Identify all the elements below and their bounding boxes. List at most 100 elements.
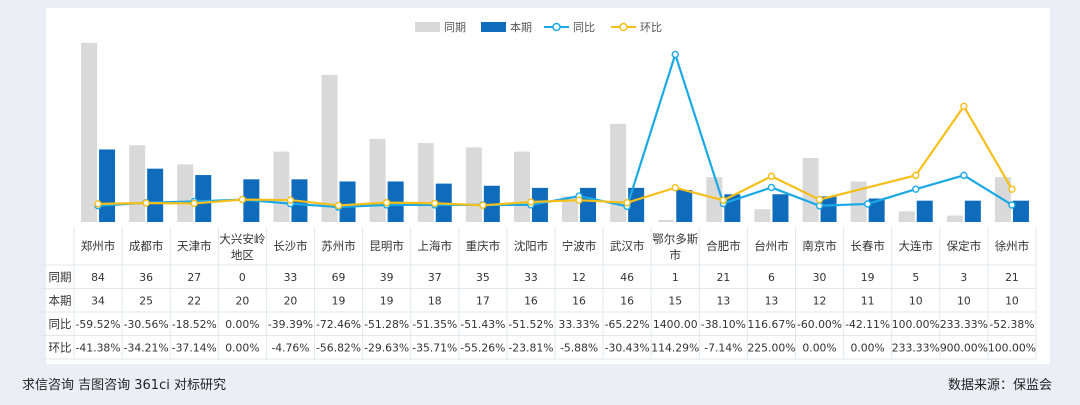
- bar-prior: [465, 147, 482, 222]
- bar-prior: [81, 42, 98, 222]
- bar-prior: [610, 123, 627, 222]
- table-cell: 33: [524, 271, 538, 284]
- table-cell: 17: [476, 294, 490, 307]
- table-cell: 0.00%: [225, 341, 259, 354]
- mom-point: [431, 199, 439, 207]
- table-cell: -5.88%: [560, 341, 598, 354]
- bar-current: [916, 200, 933, 222]
- mom-point: [960, 102, 968, 110]
- bar-current: [147, 168, 164, 222]
- table-cell: -34.21%: [124, 341, 169, 354]
- category-label: 宁波市: [562, 239, 597, 253]
- category-label: 保定市: [947, 239, 982, 253]
- table-cell: 21: [1005, 271, 1019, 284]
- mom-point: [334, 201, 343, 210]
- category-label: 武汉市: [610, 239, 645, 253]
- table-cell: 46: [620, 271, 634, 284]
- bar-current: [868, 198, 885, 222]
- table-cell: 30: [813, 271, 827, 284]
- bar-prior: [946, 215, 963, 222]
- bar-prior: [417, 143, 434, 222]
- yoy-point: [1008, 201, 1016, 209]
- mom-point: [286, 196, 295, 204]
- table-cell: 10: [1005, 294, 1019, 307]
- table-cell: -59.52%: [76, 318, 121, 331]
- table-cell: 233.33%: [892, 341, 940, 354]
- bar-current: [580, 187, 597, 222]
- category-label: 地区: [231, 248, 254, 262]
- table-cell: 36: [139, 271, 153, 284]
- table-cell: 11: [861, 294, 875, 307]
- yoy-line: [97, 50, 1013, 209]
- category-label: 上海市: [418, 239, 453, 253]
- category-label: 苏州市: [321, 239, 356, 253]
- mom-point: [527, 198, 535, 206]
- legend-label: 同比: [573, 21, 595, 34]
- table-cell: -35.71%: [412, 341, 457, 354]
- yoy-point: [960, 171, 968, 180]
- bar-prior: [273, 151, 290, 222]
- category-label: 郑州市: [81, 239, 116, 253]
- table-cell: -51.52%: [508, 318, 553, 331]
- footer-credits: 求信咨询 吉图咨询 361ci 对标研究: [22, 378, 226, 393]
- mom-point: [912, 171, 920, 180]
- table-cell: -51.35%: [412, 318, 457, 331]
- category-label: 徐州市: [995, 239, 1030, 253]
- bar-prior: [562, 196, 579, 222]
- table-cell: 0.00%: [225, 318, 259, 331]
- bar-prior: [177, 164, 194, 222]
- table-cell: 25: [139, 294, 153, 307]
- category-label: 大兴安岭: [219, 232, 265, 246]
- table-cell: 35: [476, 271, 490, 284]
- table-row-label: 环比: [49, 340, 72, 354]
- table-cell: 233.33%: [940, 318, 988, 331]
- table-cell: 34: [91, 294, 105, 307]
- table-cell: 1: [672, 271, 679, 284]
- table-cell: -55.26%: [460, 341, 505, 354]
- bar-current: [964, 200, 981, 222]
- category-label: 沈阳市: [514, 239, 549, 253]
- legend-label: 本期: [510, 20, 532, 34]
- bar-current: [628, 187, 645, 222]
- table-cell: -39.39%: [268, 318, 313, 331]
- table-row-label: 同比: [49, 317, 72, 331]
- table-cell: -18.52%: [172, 318, 217, 331]
- yoy-point: [815, 202, 824, 210]
- table-cell: 0.00%: [850, 341, 884, 354]
- category-label: 长春市: [850, 239, 885, 253]
- table-cell: -29.63%: [364, 341, 409, 354]
- table-cell: -51.43%: [460, 318, 505, 331]
- table-cell: 12: [813, 294, 827, 307]
- bar-current: [531, 187, 548, 222]
- table-cell: 10: [957, 294, 971, 307]
- table-cell: 69: [332, 271, 346, 284]
- table-cell: -72.46%: [316, 318, 361, 331]
- table-cell: 33.33%: [558, 318, 599, 331]
- table-cell: 16: [620, 294, 634, 307]
- category-label: 昆明市: [369, 239, 404, 253]
- mom-point: [575, 196, 583, 204]
- table-cell: 27: [187, 271, 201, 284]
- table-cell: 12: [572, 271, 586, 284]
- mom-point: [623, 199, 631, 207]
- legend-marker: [552, 22, 561, 32]
- category-label: 大连市: [899, 239, 934, 253]
- bar-prior: [513, 151, 530, 222]
- table-cell: 13: [765, 294, 779, 307]
- table-cell: 84: [91, 271, 105, 284]
- table-cell: 20: [284, 294, 298, 307]
- table-cell: -42.11%: [845, 318, 890, 331]
- yoy-point: [912, 185, 920, 193]
- category-label: 鄂尔多斯: [652, 232, 698, 246]
- mom-point: [815, 195, 824, 204]
- legend-marker: [619, 22, 628, 32]
- bar-prior: [658, 219, 675, 222]
- table-cell: 19: [861, 271, 875, 284]
- table-cell: 33: [284, 271, 298, 284]
- mom-point: [479, 201, 487, 209]
- table-cell: -4.76%: [271, 341, 309, 354]
- mom-line: [98, 104, 1013, 207]
- table-cell: 0: [239, 271, 246, 284]
- table-cell: -60.00%: [797, 318, 842, 331]
- table-cell: -30.43%: [605, 341, 650, 354]
